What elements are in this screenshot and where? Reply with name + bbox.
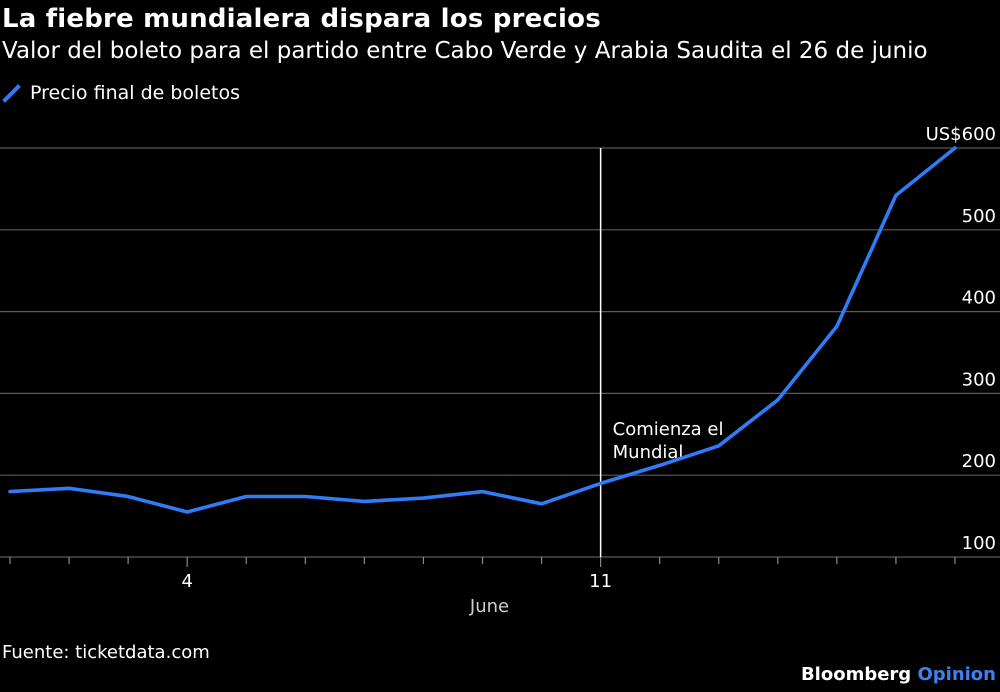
brand-name: Bloomberg	[800, 664, 912, 685]
y-tick-label-300: 300	[962, 369, 996, 390]
chart-title: La fiebre mundialera dispara los precios	[2, 4, 601, 34]
y-tick-label-100: 100	[962, 533, 996, 554]
x-axis-label: June	[469, 596, 509, 617]
y-tick-label-200: 200	[962, 451, 996, 472]
chart-subtitle: Valor del boleto para el partido entre C…	[2, 38, 928, 64]
y-tick-label-600: US$600	[926, 124, 996, 145]
brand-accent: Opinion	[917, 664, 996, 685]
annotation-label: Comienza el Mundial	[613, 419, 724, 463]
annotation-label-line: Comienza el	[613, 419, 724, 440]
source-note: Fuente: ticketdata.com	[2, 642, 210, 663]
y-tick-label-500: 500	[962, 206, 996, 227]
y-tick-label-400: 400	[962, 288, 996, 309]
legend-label: Precio final de boletos	[30, 82, 240, 104]
legend: Precio final de boletos	[2, 82, 240, 104]
x-tick-label-11: 11	[589, 571, 612, 592]
annotation-label-line: Mundial	[613, 442, 684, 463]
brand-logo: Bloomberg Opinion	[801, 664, 996, 685]
series-line-0	[8, 146, 957, 514]
legend-line-icon	[2, 84, 21, 103]
x-tick-label-4: 4	[181, 571, 192, 592]
